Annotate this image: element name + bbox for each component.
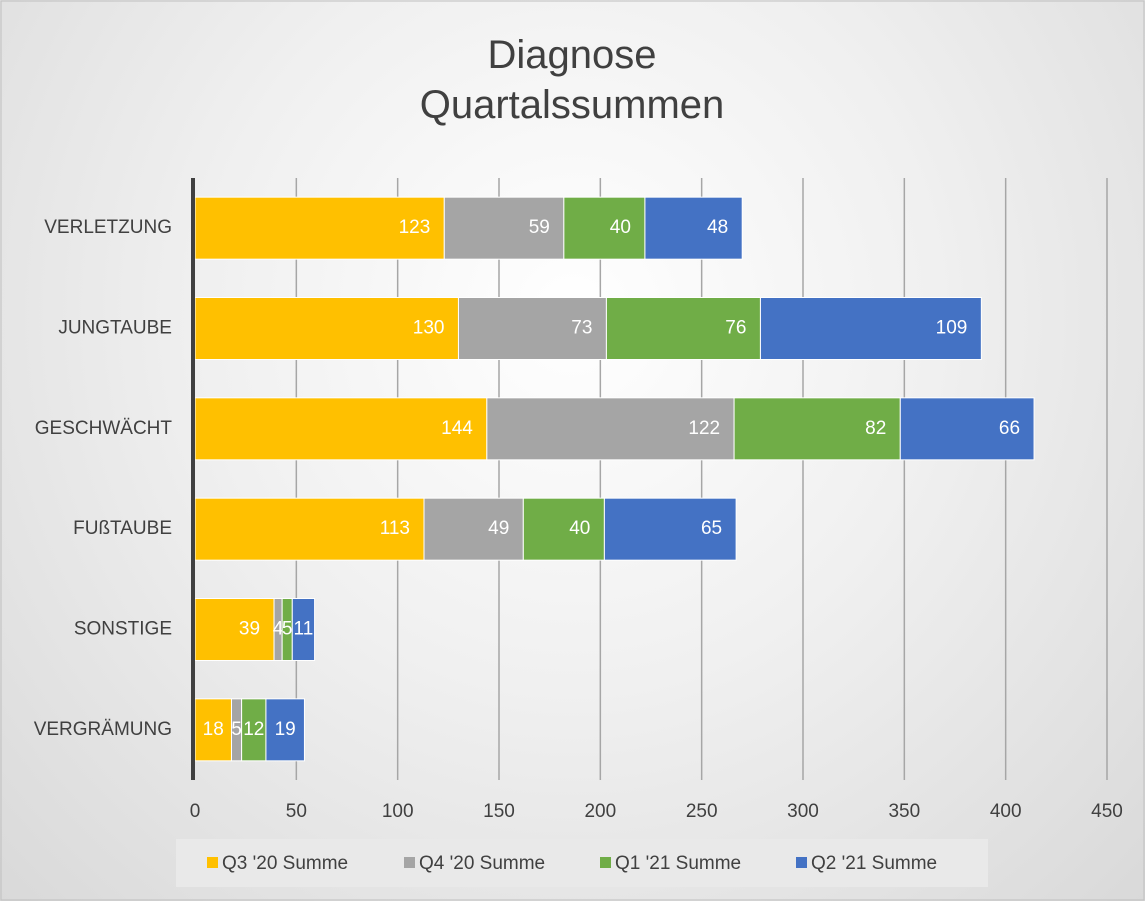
bar-segment — [194, 698, 232, 762]
data-label: 39 — [239, 619, 260, 640]
legend-swatch — [796, 857, 807, 868]
y-tick-label: VERLETZUNG — [44, 217, 172, 238]
data-label: 109 — [936, 318, 968, 339]
x-tick-label: 200 — [584, 801, 616, 822]
x-tick-label: 0 — [190, 801, 201, 822]
data-label: 130 — [413, 318, 445, 339]
bar-segment — [486, 397, 735, 461]
data-label: 73 — [571, 318, 592, 339]
x-tick-label: 350 — [888, 801, 920, 822]
y-tick-label: FUßTAUBE — [73, 518, 172, 539]
legend-label: Q4 '20 Summe — [419, 853, 545, 874]
x-tick-label: 250 — [686, 801, 718, 822]
bar-segment — [291, 598, 316, 661]
bar-segment — [423, 497, 524, 561]
chart-title: Diagnose Quartalssummen — [419, 33, 725, 127]
data-label: 48 — [707, 217, 728, 238]
x-tick-label: 50 — [286, 801, 307, 822]
x-tick-label: 450 — [1091, 801, 1123, 822]
bar-segment — [265, 698, 305, 762]
legend-label: Q2 '21 Summe — [811, 853, 937, 874]
data-label: 144 — [441, 418, 473, 439]
data-label: 122 — [688, 418, 720, 439]
data-label: 113 — [380, 518, 410, 539]
legend-swatch — [207, 857, 218, 868]
y-tick-label: GESCHWÄCHT — [35, 418, 173, 439]
data-label: 12 — [243, 719, 264, 740]
bar-segment — [194, 397, 488, 461]
data-label: 5 — [282, 619, 293, 640]
data-label: 11 — [294, 619, 314, 640]
bar-segment — [443, 196, 565, 260]
bar-segment — [194, 598, 275, 661]
data-label: 82 — [865, 418, 886, 439]
bar-segment — [457, 297, 607, 360]
legend-box — [176, 839, 988, 887]
bar-segment — [605, 297, 761, 360]
data-label: 18 — [203, 719, 224, 740]
y-tick-label: SONSTIGE — [74, 619, 172, 640]
x-tick-label: 400 — [990, 801, 1022, 822]
legend-swatch — [600, 857, 611, 868]
bar-segment — [603, 497, 737, 561]
data-label: 40 — [610, 217, 631, 238]
data-label: 66 — [999, 418, 1020, 439]
bar-segment — [759, 297, 982, 360]
data-label: 5 — [231, 719, 242, 740]
bar-segment — [563, 196, 646, 260]
data-label: 19 — [275, 719, 296, 740]
bar-segment — [522, 497, 605, 561]
bar-segment — [644, 196, 743, 260]
bar-segment — [733, 397, 901, 461]
legend-label: Q1 '21 Summe — [615, 853, 741, 874]
data-label: 40 — [569, 518, 590, 539]
data-label: 59 — [529, 217, 550, 238]
x-tick-label: 300 — [787, 801, 819, 822]
data-label: 123 — [399, 217, 431, 238]
bar-segment — [899, 397, 1035, 461]
y-tick-label: JUNGTAUBE — [58, 318, 172, 339]
x-tick-label: 100 — [382, 801, 414, 822]
y-tick-label: VERGRÄMUNG — [34, 719, 172, 740]
bar-segment — [194, 297, 459, 360]
legend-swatch — [404, 857, 415, 868]
data-label: 76 — [725, 318, 746, 339]
x-tick-label: 150 — [483, 801, 515, 822]
data-label: 65 — [701, 518, 722, 539]
data-label: 4 — [273, 619, 284, 640]
legend-label: Q3 '20 Summe — [222, 853, 348, 874]
data-label: 49 — [488, 518, 509, 539]
